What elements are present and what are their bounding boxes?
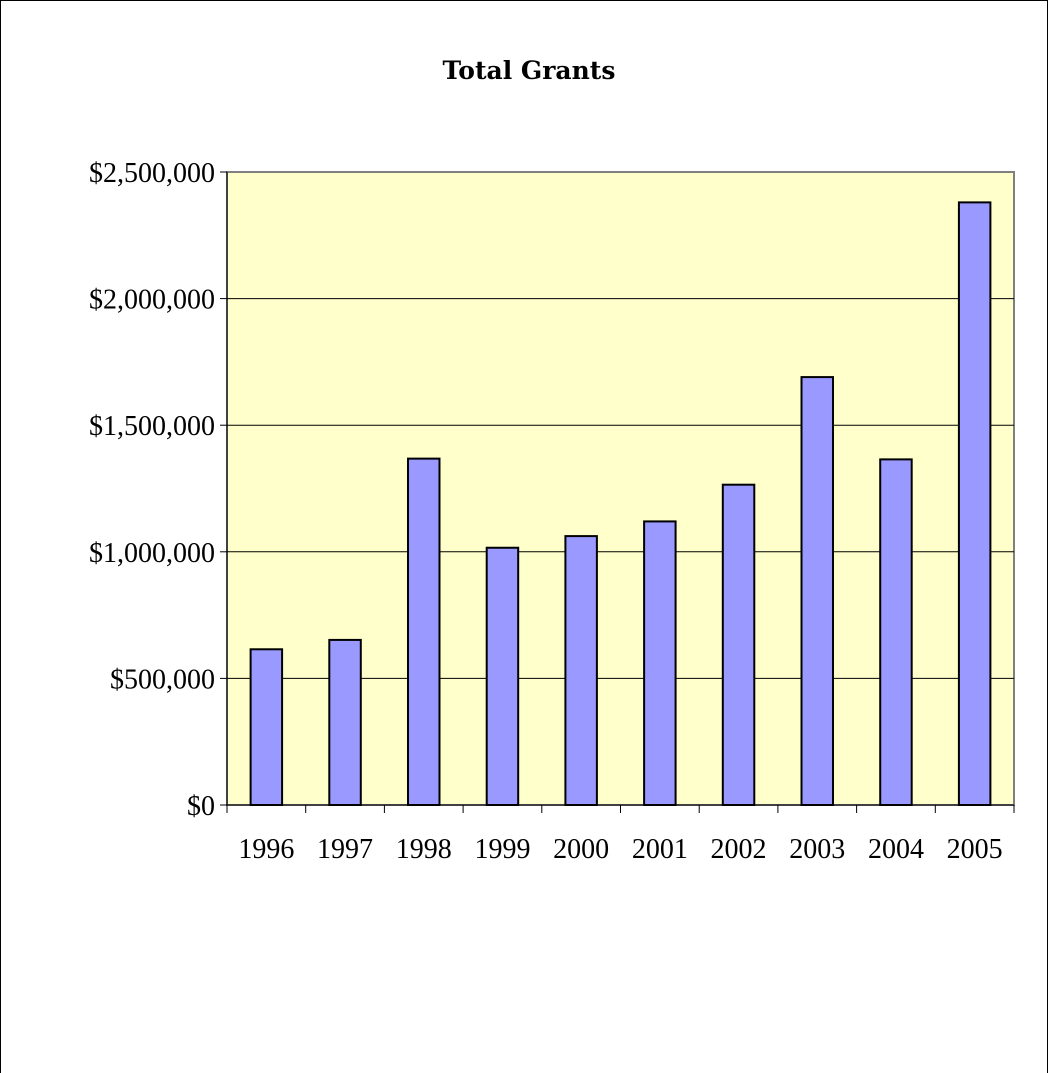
y-tick-label: $500,000 — [110, 664, 215, 695]
y-tick-label: $1,000,000 — [89, 538, 215, 569]
bar-2002 — [721, 483, 756, 806]
x-tick-label: 2005 — [947, 834, 1003, 865]
bar-2001 — [643, 520, 677, 807]
x-tick-label: 1996 — [238, 834, 294, 865]
bar-2005 — [957, 201, 992, 807]
x-tick-label: 2003 — [789, 834, 845, 865]
bar-1996 — [249, 648, 284, 806]
x-tick-label: 2004 — [868, 834, 924, 865]
bar-2003 — [800, 376, 834, 806]
chart-title: Total Grants — [443, 56, 616, 85]
bar-2000 — [564, 535, 598, 807]
x-tick-labels: 1996 1997 1998 1999 2000 2001 2002 2003 2004 2005 — [238, 834, 1002, 865]
x-tick-label: 1999 — [474, 834, 530, 865]
y-tick-label: $2,000,000 — [89, 285, 215, 316]
bars — [249, 201, 992, 807]
y-tick-label: $1,500,000 — [89, 411, 215, 442]
x-tick-label: 1998 — [396, 834, 452, 865]
bar-1999 — [485, 546, 520, 806]
x-tick-label: 2000 — [553, 834, 609, 865]
x-tick-label: 2002 — [711, 834, 767, 865]
axes — [220, 171, 1015, 813]
bar-2004 — [879, 458, 913, 806]
y-tick-label: $0 — [187, 791, 215, 822]
bar-1998 — [407, 457, 441, 806]
x-tick-label: 2001 — [632, 834, 688, 865]
x-tick-label: 1997 — [317, 834, 373, 865]
y-tick-labels: $0 $500,000 $1,000,000 $1,500,000 $2,000,000… — [89, 158, 215, 822]
y-tick-label: $2,500,000 — [89, 158, 215, 189]
bar-1997 — [328, 638, 362, 806]
